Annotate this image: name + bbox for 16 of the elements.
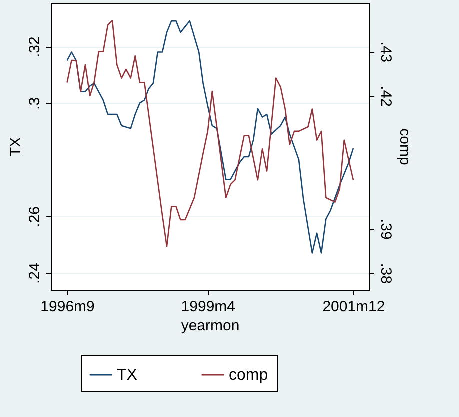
legend-label: comp [229, 367, 268, 384]
y-tick-label: .24 [26, 263, 44, 284]
x-tick-label: 1996m9 [40, 298, 95, 316]
y-tick-label: .3 [26, 97, 44, 110]
x-tick-label: 1999m4 [181, 298, 236, 316]
y2-tick-label: .42 [378, 86, 394, 107]
y2-tick-label: .43 [378, 42, 394, 63]
x-tick-label: 2001m12 [322, 298, 386, 316]
x-axis-title: yearmon [181, 318, 240, 334]
y2-tick-label: .38 [378, 263, 394, 284]
y-tick-label: .26 [26, 206, 44, 228]
y2-axis-title: comp [396, 128, 414, 166]
legend-label: TX [117, 367, 138, 384]
y-axis-title: TX [8, 137, 24, 157]
y-tick-label: .32 [26, 36, 44, 58]
y2-tick-label: .39 [378, 218, 394, 240]
